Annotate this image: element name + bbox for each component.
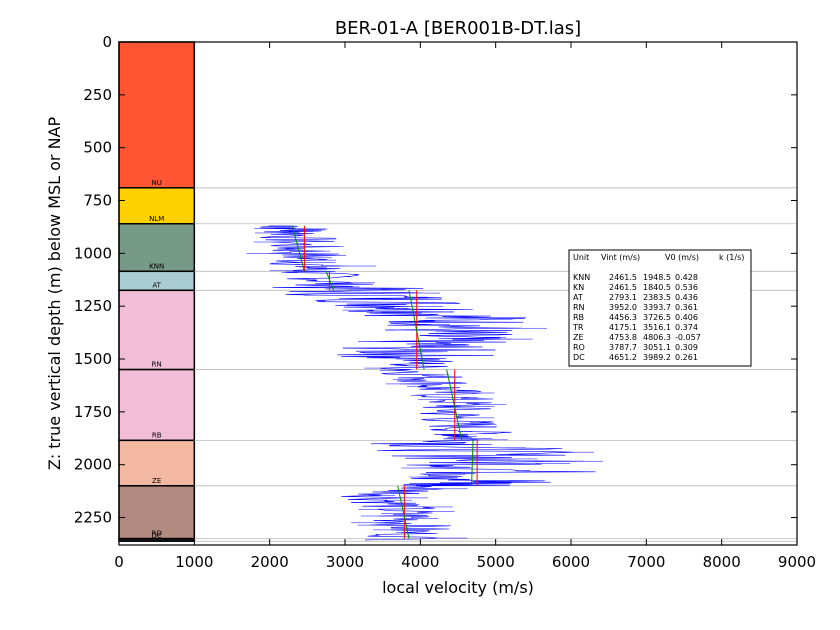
fit-velocity-segment [408, 290, 425, 370]
x-axis-label: local velocity (m/s) [382, 578, 534, 597]
x-tick-label: 1000 [175, 553, 213, 571]
legend-cell: RB [573, 313, 584, 322]
x-axis-ticks: 0 1000 2000 3000 4000 5000 6000 7000 8000 9000 [114, 42, 816, 571]
y-tick-label: 2250 [74, 509, 112, 527]
x-tick-label: 4000 [401, 553, 439, 571]
legend-cell: AT [573, 293, 583, 302]
legend-cell: 2793.1 [609, 293, 637, 302]
unit-label: AT [152, 281, 161, 289]
x-tick-label: 6000 [552, 553, 590, 571]
x-tick-label: 7000 [627, 553, 665, 571]
fit-velocity-segment [397, 485, 410, 539]
legend-cell: 4806.3 [643, 333, 671, 342]
legend-header-cell: Unit [573, 253, 589, 262]
x-tick-label: 5000 [477, 553, 515, 571]
y-tick-label: 1250 [74, 297, 112, 315]
y-tick-label: 0 [102, 33, 112, 51]
legend-cell: 3051.1 [643, 343, 671, 352]
legend-cell: ZE [573, 333, 584, 342]
unit-label: DC [152, 532, 162, 540]
legend-header-cell: V0 (m/s) [665, 253, 699, 262]
legend-cell: 4753.8 [609, 333, 637, 342]
unit-band [118, 223, 196, 273]
legend-cell: KNN [573, 273, 590, 282]
legend-cell: 3952.0 [609, 303, 637, 312]
legend-cell: 0.536 [675, 283, 698, 292]
legend-cell: 1948.5 [643, 273, 671, 282]
x-tick-label: 9000 [778, 553, 816, 571]
unit-label: KNN [149, 262, 164, 270]
y-tick-label: 2000 [74, 456, 112, 474]
legend-cell: 0.361 [675, 303, 698, 312]
unit-band [118, 368, 196, 442]
legend-cell: RO [573, 343, 585, 352]
legend-cell: DC [573, 353, 585, 362]
legend-cell: 4456.3 [609, 313, 637, 322]
legend-cell: 3393.7 [643, 303, 671, 312]
unit-label: RB [152, 431, 162, 439]
legend-header-cell: Vint (m/s) [601, 253, 640, 262]
legend-cell: 2383.5 [643, 293, 671, 302]
x-tick-label: 2000 [251, 553, 289, 571]
y-axis-ticks: 0 250 500 750 1000 1250 1500 1750 2000 2250 [74, 33, 797, 527]
x-tick-label: 0 [114, 553, 124, 571]
legend-cell: 0.261 [675, 353, 698, 362]
y-tick-label: 1500 [74, 350, 112, 368]
legend-cell: 3726.5 [643, 313, 671, 322]
plot-frame [118, 41, 798, 546]
fit-velocity-segment [325, 271, 335, 291]
legend-cell: 3787.7 [609, 343, 637, 352]
y-tick-label: 1000 [74, 244, 112, 262]
legend-cell: 0.428 [675, 273, 698, 282]
unit-band [118, 439, 196, 487]
unit-band [118, 289, 196, 371]
legend-cell: 1840.5 [643, 283, 671, 292]
legend-cell: RN [573, 303, 585, 312]
unit-label: NU [151, 179, 161, 187]
y-tick-label: 500 [83, 139, 112, 157]
legend-cell: -0.057 [675, 333, 701, 342]
legend-table: Unit Vint (m/s) V0 (m/s) k (1/s) KNN 2461.5 19… [568, 249, 752, 367]
legend-cell: 0.436 [675, 293, 698, 302]
y-tick-label: 1750 [74, 403, 112, 421]
legend-cell: 3516.1 [643, 323, 671, 332]
fit-velocity-segment [471, 440, 474, 486]
velocity-traces [246, 225, 604, 541]
unit-label: RN [152, 361, 162, 369]
legend-cell: 0.406 [675, 313, 698, 322]
legend-box [568, 249, 752, 367]
legend-cell: 2461.5 [609, 273, 637, 282]
legend-cell: TR [572, 323, 584, 332]
fit-velocity-segment [446, 369, 463, 441]
x-tick-label: 3000 [326, 553, 364, 571]
legend-cell: KN [573, 283, 584, 292]
legend-cell: 0.374 [675, 323, 698, 332]
chart-title: BER-01-A [BER001B-DT.las] [335, 18, 581, 39]
unit-label: ZE [152, 477, 161, 485]
velocity-log-line [260, 225, 596, 541]
y-axis-label: Z: true vertical depth (m) below MSL or … [45, 117, 64, 471]
legend-cell: 2461.5 [609, 283, 637, 292]
unit-label: RO [151, 530, 162, 538]
y-tick-label: 250 [83, 86, 112, 104]
legend-header-cell: k (1/s) [719, 253, 744, 262]
legend-cell: 4175.1 [609, 323, 637, 332]
y-tick-label: 750 [83, 192, 112, 210]
legend-cell: 3989.2 [643, 353, 671, 362]
fit-velocity-segment [291, 225, 305, 272]
x-tick-label: 8000 [703, 553, 741, 571]
legend-cell: 4651.2 [609, 353, 637, 362]
unit-band [118, 41, 196, 189]
legend-cell: 0.309 [675, 343, 698, 352]
unit-label: NLM [149, 215, 164, 223]
